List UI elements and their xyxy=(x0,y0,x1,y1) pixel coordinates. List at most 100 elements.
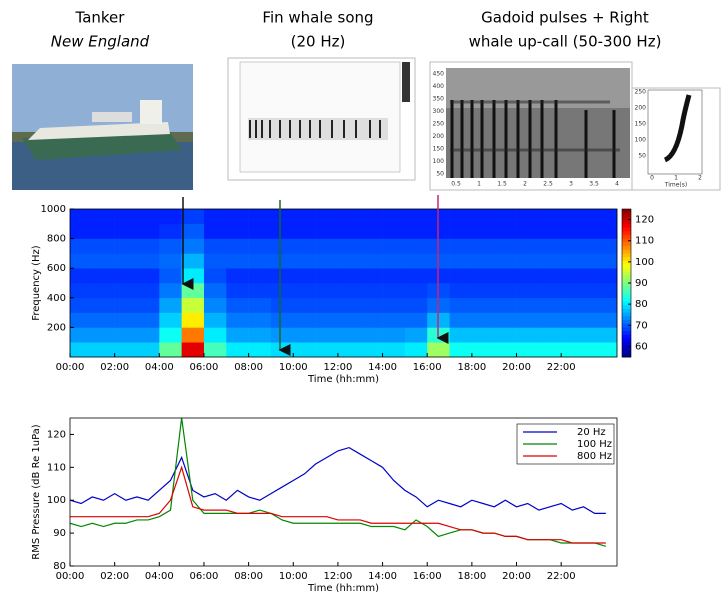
heat-cell xyxy=(226,342,249,357)
heat-cell xyxy=(472,209,495,224)
heat-cell xyxy=(271,224,294,239)
heat-cell xyxy=(115,224,138,239)
heat-cell xyxy=(293,342,316,357)
heat-cell xyxy=(360,239,383,254)
heat-cell xyxy=(159,342,182,357)
colorbar-segment xyxy=(622,342,631,346)
heat-cell xyxy=(271,342,294,357)
heat-cell xyxy=(115,327,138,342)
heat-cell xyxy=(338,313,361,328)
heat-cell xyxy=(271,313,294,328)
heat-cell xyxy=(316,298,339,313)
heat-cell xyxy=(226,283,249,298)
heat-cell xyxy=(137,327,160,342)
heat-cell xyxy=(584,253,618,268)
heat-cell xyxy=(494,224,517,239)
heat-cell xyxy=(226,239,249,254)
x-tick-label: 02:00 xyxy=(100,571,129,582)
heat-cell xyxy=(494,253,517,268)
y-tick-label: 110 xyxy=(47,462,66,473)
heat-cell xyxy=(405,224,428,239)
heat-cell xyxy=(159,327,182,342)
heat-cell xyxy=(137,209,160,224)
heat-cell xyxy=(561,313,584,328)
heat-cell xyxy=(472,253,495,268)
heat-cell xyxy=(494,313,517,328)
heat-cell xyxy=(472,239,495,254)
heat-cell xyxy=(338,342,361,357)
heat-cell xyxy=(517,283,540,298)
colorbar-segment xyxy=(622,253,631,257)
heat-cell xyxy=(316,313,339,328)
inset-tick: 100 xyxy=(635,137,647,144)
inset-tick: 200 xyxy=(635,105,647,112)
heat-cell xyxy=(539,268,562,283)
heat-cell xyxy=(70,342,93,357)
heat-cell xyxy=(450,209,473,224)
panel-title: (20 Hz) xyxy=(291,33,346,51)
inset-tick: 3.5 xyxy=(589,181,599,188)
y-tick-label: 800 xyxy=(47,234,66,245)
heat-cell xyxy=(561,209,584,224)
heat-cell xyxy=(70,209,93,224)
heat-cell xyxy=(271,239,294,254)
heat-cell xyxy=(226,224,249,239)
x-axis-title: Time (hh:mm) xyxy=(307,583,379,592)
heat-cell xyxy=(316,239,339,254)
heat-cell xyxy=(293,283,316,298)
heat-cell xyxy=(472,224,495,239)
heat-cell xyxy=(204,283,227,298)
x-tick-label: 02:00 xyxy=(100,362,129,373)
heat-cell xyxy=(360,268,383,283)
heat-cell xyxy=(517,253,540,268)
heat-cell xyxy=(137,298,160,313)
heat-cell xyxy=(271,268,294,283)
heat-cell xyxy=(293,224,316,239)
heat-cell xyxy=(584,268,618,283)
heat-cell xyxy=(204,209,227,224)
heat-cell xyxy=(115,298,138,313)
heat-cell xyxy=(472,327,495,342)
heat-cell xyxy=(159,298,182,313)
heat-cell xyxy=(450,253,473,268)
heat-cell xyxy=(182,253,205,268)
colorbar-tick-label: 100 xyxy=(635,257,654,268)
legend-label: 800 Hz xyxy=(577,451,612,462)
colorbar-tick-label: 120 xyxy=(635,215,654,226)
heat-cell xyxy=(92,253,115,268)
heat-cell xyxy=(182,298,205,313)
heat-cell xyxy=(383,268,406,283)
inset-tick: 2 xyxy=(698,175,702,182)
heat-cell xyxy=(405,327,428,342)
heat-cell xyxy=(249,283,272,298)
heat-cell xyxy=(182,209,205,224)
heat-cell xyxy=(539,327,562,342)
panel-title: Fin whale song xyxy=(262,9,373,27)
panel-title: New England xyxy=(51,33,150,51)
ship-photo xyxy=(12,64,193,190)
heat-cell xyxy=(271,209,294,224)
legend-label: 20 Hz xyxy=(577,427,606,438)
colorbar-segment xyxy=(622,305,631,309)
inset-tick: 450 xyxy=(433,71,445,78)
colorbar-segment xyxy=(622,265,631,269)
heat-cell xyxy=(383,342,406,357)
heat-cell xyxy=(494,209,517,224)
heat-cell xyxy=(338,327,361,342)
heat-cell xyxy=(226,209,249,224)
inset-label: Time(s) xyxy=(664,182,688,189)
heat-cell xyxy=(405,239,428,254)
heat-cell xyxy=(249,253,272,268)
heat-cell xyxy=(159,239,182,254)
x-axis-title: Time (hh:mm) xyxy=(307,374,379,385)
x-tick-label: 18:00 xyxy=(457,571,486,582)
heat-cell xyxy=(561,298,584,313)
heat-cell xyxy=(338,268,361,283)
heat-cell xyxy=(561,327,584,342)
colorbar-tick-label: 60 xyxy=(635,341,648,352)
heat-cell xyxy=(405,253,428,268)
heat-cell xyxy=(293,327,316,342)
heat-cell xyxy=(115,209,138,224)
heat-cell xyxy=(405,313,428,328)
panel-title: Gadoid pulses + Right xyxy=(481,9,649,27)
